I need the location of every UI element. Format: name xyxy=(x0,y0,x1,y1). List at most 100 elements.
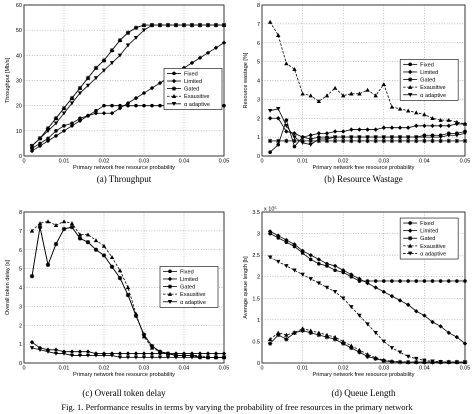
data-point xyxy=(373,355,378,360)
y-axis-label: Throughput [Mb/s] xyxy=(5,57,11,103)
data-point xyxy=(221,40,227,45)
data-point xyxy=(349,345,354,351)
data-point xyxy=(308,142,313,147)
legend-entry: α adaptive xyxy=(180,300,206,306)
data-point xyxy=(29,340,35,345)
x-tick-label: 0.02 xyxy=(99,366,110,372)
data-point xyxy=(381,138,386,144)
data-point xyxy=(332,337,338,342)
data-point xyxy=(93,238,99,243)
legend-marker xyxy=(171,86,177,91)
series-5 xyxy=(267,255,468,365)
chart-4: 0 0.01 0.02 0.03 0.04 0.05 0 0.5 1 1.5 2 2.5 3 3.5 x 1… xyxy=(243,206,470,399)
y-tick-label: 4 xyxy=(19,286,22,292)
data-point xyxy=(300,134,305,140)
data-point xyxy=(141,355,147,360)
data-point xyxy=(349,91,354,96)
data-point xyxy=(397,138,403,144)
data-point xyxy=(300,91,305,96)
data-point xyxy=(332,129,338,134)
x-tick-label: 0.05 xyxy=(219,366,230,372)
subfigure-caption: (c) Overall token delay xyxy=(82,388,166,398)
y-axis-label: Resource wastage [%] xyxy=(243,52,249,108)
data-point xyxy=(110,103,114,108)
legend-marker xyxy=(171,78,177,84)
data-point xyxy=(102,103,106,108)
legend-marker xyxy=(167,276,173,282)
data-point xyxy=(109,353,115,358)
x-tick-label: 0 xyxy=(260,366,263,372)
data-point xyxy=(324,261,330,266)
y-tick-label: 4 xyxy=(257,79,260,85)
data-point xyxy=(292,330,297,335)
data-point xyxy=(134,103,138,108)
data-point xyxy=(181,23,187,28)
data-point xyxy=(37,143,43,149)
data-point xyxy=(101,58,107,63)
data-point xyxy=(397,350,403,355)
x-tick-label: 0.05 xyxy=(219,159,230,165)
legend-marker xyxy=(172,71,176,76)
data-point xyxy=(438,117,443,122)
data-point xyxy=(85,353,91,358)
data-point xyxy=(316,131,322,136)
y-axis-label: Overall token delay [s] xyxy=(5,259,11,315)
data-point xyxy=(141,28,147,33)
data-point xyxy=(117,351,123,356)
data-point xyxy=(125,43,131,48)
y-tick-label: 7 xyxy=(19,229,22,235)
x-axis-label: Primary network free resource probabilit… xyxy=(313,165,415,171)
data-point xyxy=(357,127,362,132)
data-point xyxy=(61,111,67,116)
y-tick-label: 8 xyxy=(257,3,260,9)
data-point xyxy=(29,144,35,149)
data-point xyxy=(365,322,370,327)
legend-marker xyxy=(407,243,413,248)
y-tick-label: 8 xyxy=(19,210,22,216)
data-point xyxy=(381,357,386,362)
legend-entry: α adaptive xyxy=(420,93,446,99)
legend-marker xyxy=(407,251,413,256)
data-point xyxy=(189,23,195,28)
y-tick-label: 60 xyxy=(16,3,22,9)
data-point xyxy=(357,350,362,355)
data-point xyxy=(54,129,58,133)
data-point xyxy=(389,125,395,130)
data-point xyxy=(157,355,163,360)
data-point xyxy=(125,292,131,298)
data-point xyxy=(454,334,460,340)
data-point xyxy=(324,137,330,142)
x-axis-label: Primary network free resource probabilit… xyxy=(73,372,175,378)
data-point xyxy=(181,355,187,360)
x-axis-label: Primary network free resource probabilit… xyxy=(73,165,175,171)
chart-3: 0 0.01 0.02 0.03 0.04 0.05 0 1 2 3 4 5 6 7 8 Primary ne… xyxy=(5,210,229,398)
data-point xyxy=(462,138,468,144)
data-point xyxy=(61,128,67,134)
data-point xyxy=(70,121,74,126)
data-point xyxy=(93,76,99,81)
data-point xyxy=(357,313,362,318)
data-point xyxy=(267,337,273,342)
y-axis-label: Average queue length [b] xyxy=(243,256,249,319)
data-point xyxy=(205,50,211,56)
legend-entry: α adaptive xyxy=(420,251,446,257)
data-point xyxy=(389,346,395,351)
data-point xyxy=(150,103,154,108)
data-point xyxy=(189,355,195,360)
data-point xyxy=(397,135,403,140)
data-point xyxy=(349,127,354,132)
x-tick-label: 0.05 xyxy=(460,366,471,372)
data-point xyxy=(284,237,289,243)
data-point xyxy=(133,313,139,319)
data-point xyxy=(454,133,460,138)
data-point xyxy=(197,23,203,28)
data-point xyxy=(414,138,419,144)
data-point xyxy=(373,93,378,98)
legend-entry: Limited xyxy=(420,229,438,235)
data-point xyxy=(438,359,443,364)
data-point xyxy=(405,125,411,130)
data-point xyxy=(101,243,107,248)
data-point xyxy=(430,319,435,325)
data-point xyxy=(365,87,370,92)
data-point xyxy=(446,117,451,122)
